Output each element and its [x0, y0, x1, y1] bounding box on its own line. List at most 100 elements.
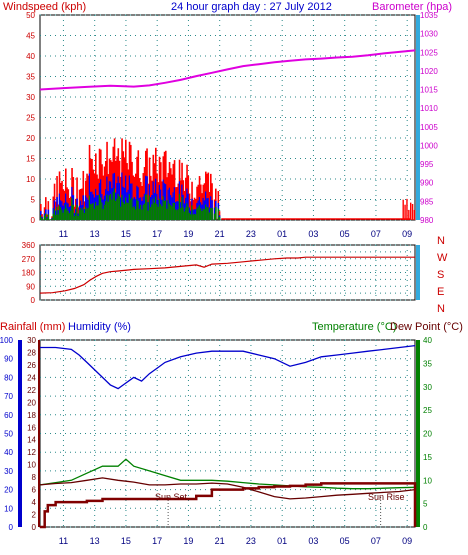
- temperature-right-tick: 25: [423, 406, 432, 415]
- average-bar: [46, 218, 48, 220]
- wind-left-tick: 0: [31, 216, 36, 225]
- barometer-right-tick: 1010: [420, 104, 438, 113]
- average-bar: [135, 209, 137, 220]
- average-bar: [191, 205, 193, 220]
- average-bar: [65, 204, 67, 220]
- average-bar: [150, 207, 152, 220]
- average-bar: [171, 206, 173, 220]
- average-bar: [76, 205, 78, 220]
- rainfall-left-tick: 12: [27, 448, 36, 457]
- gust-bar: [86, 173, 88, 220]
- average-bar: [141, 209, 143, 220]
- rainfall-axis-title: Rainfall (mm): [0, 321, 65, 333]
- average-bar: [126, 202, 128, 220]
- barometer-right-tick: 1025: [420, 48, 438, 57]
- rainfall-left-tick: 16: [27, 423, 36, 432]
- average-bar: [60, 207, 62, 220]
- gust-bar: [95, 153, 97, 220]
- wind-left-tick: 10: [26, 175, 35, 184]
- humidity-left-tick: 80: [4, 373, 13, 382]
- average-bar: [91, 203, 93, 220]
- average-bar: [146, 194, 148, 220]
- average-bar: [167, 199, 170, 220]
- wind-left-tick: 30: [26, 93, 35, 102]
- average-bar: [177, 209, 180, 220]
- rainfall-left-tick: 4: [32, 498, 37, 507]
- average-bar: [155, 196, 157, 220]
- humidity-left-tick: 20: [4, 486, 13, 495]
- average-bar: [58, 205, 61, 220]
- barometer-line: [39, 49, 416, 91]
- humidity-left-tick: 10: [4, 504, 13, 513]
- gust-bar: [81, 188, 83, 220]
- average-bar: [185, 207, 187, 220]
- wind-left-tick: 25: [26, 114, 35, 123]
- average-bar: [142, 204, 145, 220]
- average-bar: [55, 214, 57, 220]
- average-bar: [183, 211, 186, 220]
- gust-bar: [208, 191, 211, 220]
- gust-bar: [132, 175, 135, 220]
- wind-left-tick: 40: [26, 52, 35, 61]
- average-bar: [118, 196, 121, 220]
- temp-time-label: 15: [121, 536, 131, 546]
- rainfall-left-tick: 26: [27, 361, 36, 370]
- barometer-right-tick: 1035: [420, 11, 438, 20]
- average-bar: [120, 206, 122, 220]
- rainfall-axis-bar: [38, 340, 40, 527]
- gust-bar: [93, 173, 96, 220]
- humidity-left-tick: 60: [4, 411, 13, 420]
- barometer-right-tick: 1000: [420, 141, 438, 150]
- average-bar: [113, 188, 116, 220]
- average-bar: [81, 210, 83, 220]
- average-bar: [160, 204, 162, 220]
- marks-layer: [39, 49, 417, 529]
- average-bar: [153, 202, 156, 220]
- temp-time-label: 21: [215, 536, 225, 546]
- average-bar: [47, 214, 50, 220]
- temperature-right-tick: 40: [423, 336, 432, 345]
- average-bar: [145, 194, 147, 220]
- average-bar: [143, 203, 146, 220]
- humidity-left-tick: 70: [4, 392, 13, 401]
- average-bar: [202, 208, 205, 220]
- average-bar: [201, 210, 203, 220]
- gust-bar: [411, 204, 414, 220]
- direction-left-tick: 270: [22, 255, 36, 264]
- gust-bar: [103, 166, 106, 220]
- barometer-right-tick: 980: [420, 216, 434, 225]
- average-bar: [110, 193, 112, 220]
- average-bar: [181, 196, 183, 220]
- gust-bar: [193, 197, 196, 220]
- gust-bar: [90, 158, 92, 220]
- average-bar: [166, 208, 168, 220]
- average-bar: [192, 214, 195, 220]
- temperature-right-tick: 5: [423, 500, 428, 509]
- rainfall-left-tick: 0: [32, 523, 37, 532]
- average-bar: [180, 208, 182, 220]
- direction-left-tick: 0: [31, 296, 36, 305]
- average-bar: [187, 206, 190, 220]
- wind-left-tick: 15: [26, 155, 35, 164]
- average-bar: [130, 199, 132, 220]
- temperature-right-tick: 30: [423, 383, 432, 392]
- wind-time-label: 15: [121, 229, 131, 239]
- humidity-left-tick: 50: [4, 430, 13, 439]
- temp-time-label: 01: [277, 536, 287, 546]
- average-bar: [67, 210, 70, 220]
- direction-right-axis-bar: [416, 245, 420, 300]
- gust-bar: [170, 168, 172, 220]
- average-bar: [83, 212, 86, 220]
- temp-time-label: 07: [371, 536, 381, 546]
- average-bar: [203, 209, 206, 220]
- average-bar: [71, 197, 73, 220]
- average-bar: [125, 197, 127, 220]
- text-layer: Windspeed (kph) 24 hour graph day : 27 J…: [0, 1, 463, 546]
- wind-time-label: 03: [308, 229, 318, 239]
- humidity-left-tick: 40: [4, 448, 13, 457]
- average-bar: [97, 205, 100, 220]
- wind-time-label: 11: [59, 229, 68, 239]
- average-bar: [52, 213, 55, 220]
